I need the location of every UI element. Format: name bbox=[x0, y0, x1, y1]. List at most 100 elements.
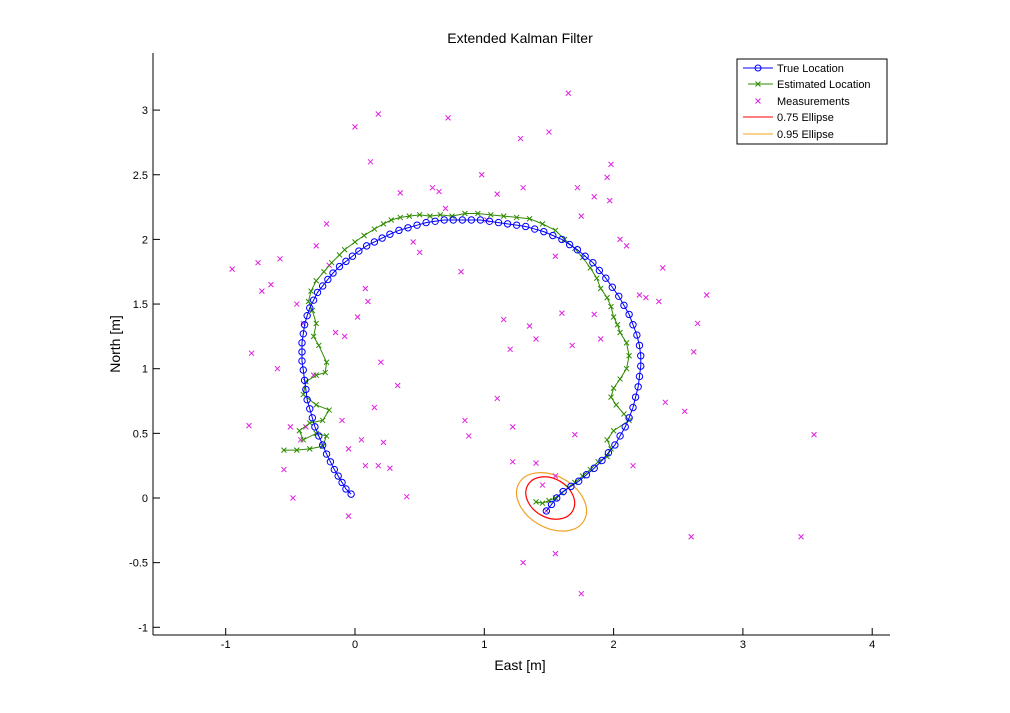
x-marker bbox=[569, 342, 576, 349]
x-marker bbox=[597, 336, 604, 342]
true-path-line bbox=[301, 219, 642, 512]
x-marker bbox=[410, 239, 417, 245]
x-marker bbox=[811, 431, 817, 438]
x-marker bbox=[362, 462, 369, 469]
x-marker bbox=[323, 433, 330, 439]
x-marker bbox=[690, 349, 697, 355]
circle-marker bbox=[637, 362, 645, 370]
circle-marker bbox=[298, 339, 306, 347]
x-marker bbox=[552, 253, 559, 260]
x-marker bbox=[539, 482, 546, 488]
circle-marker bbox=[329, 269, 337, 277]
x-marker bbox=[694, 320, 701, 327]
x-marker bbox=[406, 213, 413, 219]
x-marker bbox=[659, 264, 666, 271]
x-marker bbox=[688, 533, 695, 540]
circle-marker bbox=[299, 366, 307, 374]
circle-marker bbox=[308, 414, 317, 422]
measurements-series bbox=[229, 90, 817, 597]
x-marker bbox=[339, 417, 345, 424]
y-tick-label: 0 bbox=[142, 493, 148, 505]
circle-marker bbox=[503, 220, 512, 228]
x-marker bbox=[509, 458, 516, 465]
x-marker bbox=[313, 402, 320, 408]
x-marker bbox=[429, 184, 436, 191]
x-tick-label: 1 bbox=[481, 639, 487, 651]
confidence-ellipses bbox=[515, 472, 588, 532]
circle-marker bbox=[404, 224, 412, 232]
x-marker bbox=[798, 533, 804, 540]
y-tick-label: 0.5 bbox=[133, 428, 148, 440]
x-marker bbox=[332, 329, 339, 336]
x-marker bbox=[313, 243, 320, 249]
legend-box bbox=[736, 58, 888, 145]
circle-marker bbox=[348, 252, 357, 260]
circle-marker bbox=[342, 257, 350, 266]
circle-marker bbox=[311, 423, 319, 431]
x-marker bbox=[367, 158, 374, 165]
circle-marker bbox=[615, 292, 623, 300]
x-tick-label: 2 bbox=[611, 639, 617, 651]
x-marker bbox=[526, 215, 533, 222]
circle-marker bbox=[299, 330, 307, 338]
x-marker bbox=[362, 285, 369, 292]
x-marker bbox=[610, 427, 617, 434]
circle-marker bbox=[300, 321, 309, 329]
circle-marker bbox=[542, 507, 551, 515]
x-marker bbox=[597, 285, 604, 292]
x-marker bbox=[229, 266, 236, 272]
circle-marker bbox=[631, 393, 640, 401]
circle-marker bbox=[531, 225, 539, 233]
x-marker-icon bbox=[755, 98, 761, 104]
x-marker bbox=[520, 184, 526, 191]
x-marker bbox=[630, 462, 636, 469]
x-marker bbox=[626, 352, 632, 359]
circle-marker bbox=[324, 275, 332, 284]
x-marker bbox=[608, 161, 614, 168]
y-ticks: -1 -0.5 0 0.5 1 1.5 2 2.5 3 bbox=[129, 105, 160, 634]
circle-marker bbox=[467, 216, 476, 224]
x-marker bbox=[574, 184, 581, 191]
x-tick-label: 0 bbox=[352, 639, 358, 651]
x-marker bbox=[354, 314, 361, 320]
x-marker bbox=[397, 214, 404, 221]
circle-marker bbox=[298, 357, 306, 365]
x-marker bbox=[623, 339, 630, 346]
circle-marker bbox=[338, 478, 346, 487]
x-marker bbox=[643, 294, 649, 301]
circle-marker bbox=[422, 218, 430, 227]
circle-marker bbox=[565, 240, 574, 249]
legend-label: 0.75 Ellipse bbox=[777, 112, 834, 124]
x-marker-icon bbox=[755, 81, 761, 87]
x-marker bbox=[608, 394, 614, 400]
x-marker bbox=[268, 281, 274, 288]
x-marker bbox=[517, 135, 524, 142]
legend-item-measurements: Measurements bbox=[755, 96, 850, 108]
x-marker bbox=[437, 211, 444, 218]
x-marker bbox=[365, 298, 371, 305]
circle-marker bbox=[589, 258, 597, 267]
x-marker bbox=[293, 301, 300, 307]
x-marker bbox=[300, 436, 307, 443]
x-marker bbox=[246, 422, 252, 429]
legend-item-095-ellipse: 0.95 Ellipse bbox=[743, 129, 834, 141]
x-marker bbox=[546, 497, 552, 504]
circle-marker bbox=[521, 222, 530, 231]
x-marker bbox=[539, 500, 546, 507]
legend-label: True Location bbox=[777, 63, 844, 75]
x-marker bbox=[520, 559, 526, 566]
circle-marker bbox=[629, 403, 637, 412]
x-marker bbox=[617, 376, 623, 382]
x-marker bbox=[478, 171, 485, 178]
x-marker bbox=[315, 342, 322, 349]
circle-marker bbox=[303, 396, 311, 404]
circle-marker bbox=[635, 372, 644, 381]
x-marker bbox=[313, 320, 320, 327]
x-marker bbox=[296, 427, 303, 434]
circle-marker bbox=[342, 485, 350, 493]
x-marker bbox=[571, 431, 578, 438]
x-marker bbox=[613, 402, 620, 408]
x-marker bbox=[397, 189, 404, 196]
x-marker bbox=[341, 333, 348, 340]
circle-marker bbox=[315, 432, 323, 440]
